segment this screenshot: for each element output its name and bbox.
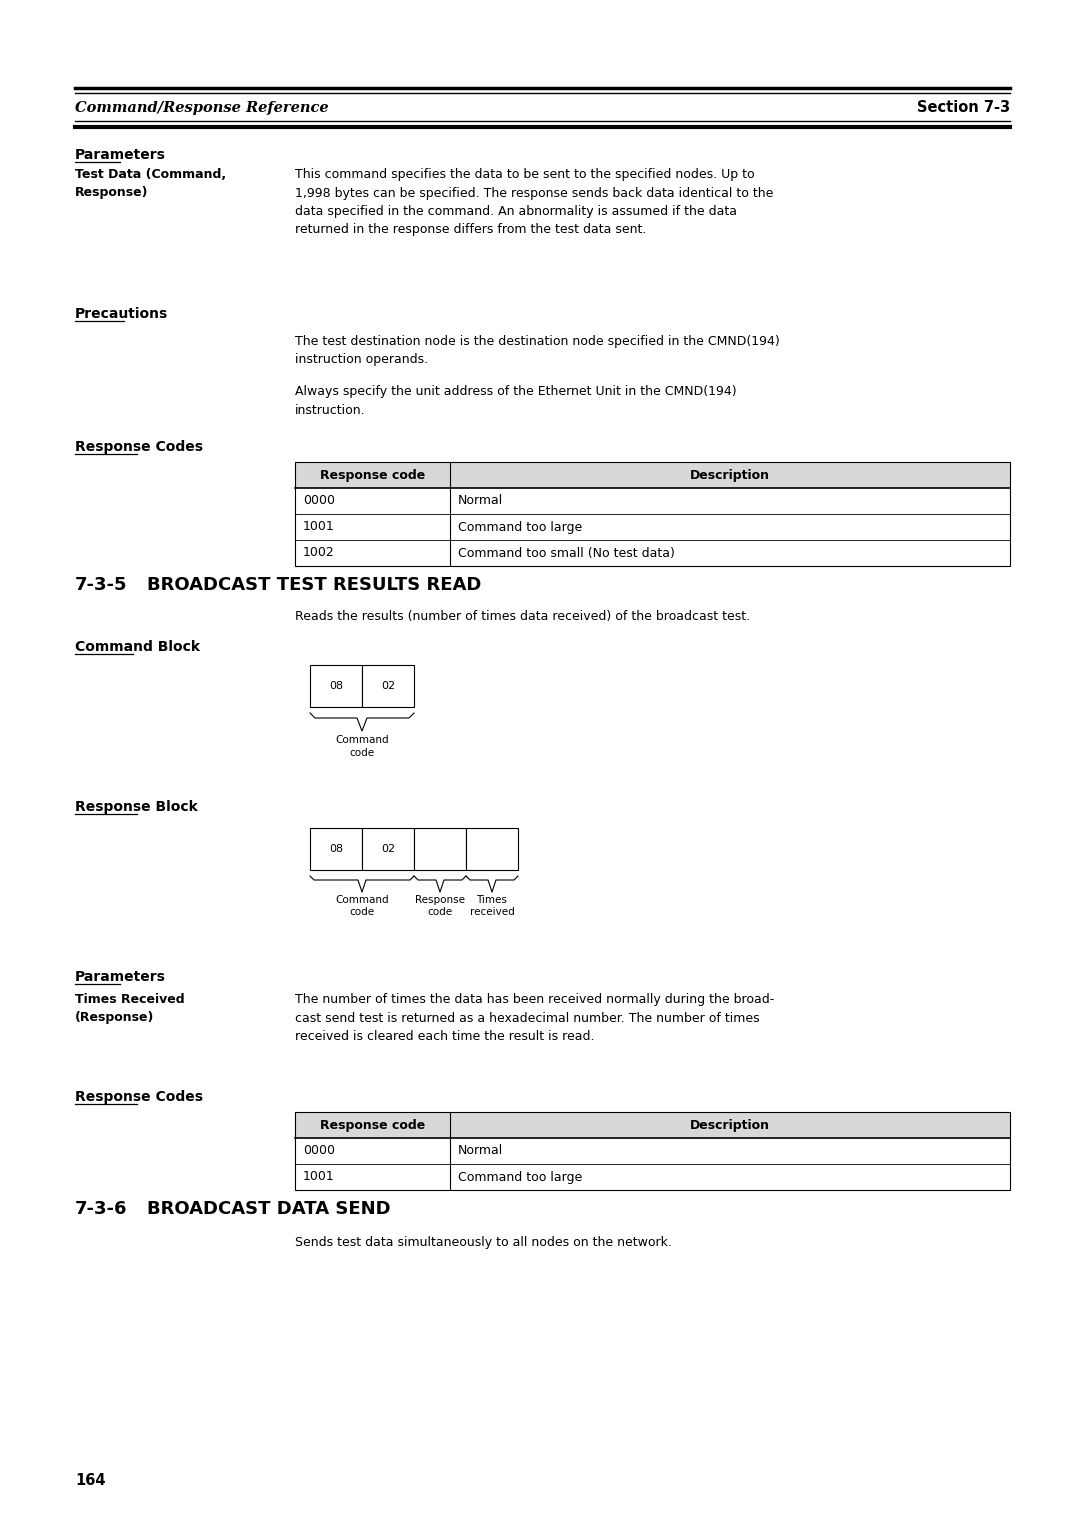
Text: Parameters: Parameters: [75, 148, 166, 162]
Text: Command/Response Reference: Command/Response Reference: [75, 101, 328, 115]
Text: This command specifies the data to be sent to the specified nodes. Up to
1,998 b: This command specifies the data to be se…: [295, 168, 773, 237]
Bar: [295, 1112, 1010, 1138]
Text: Sends test data simultaneously to all nodes on the network.: Sends test data simultaneously to all no…: [295, 1236, 672, 1248]
Text: Command
code: Command code: [335, 895, 389, 917]
Text: Precautions: Precautions: [75, 307, 168, 321]
Text: Response code: Response code: [320, 469, 426, 481]
Text: 0000: 0000: [303, 1144, 335, 1158]
Text: BROADCAST TEST RESULTS READ: BROADCAST TEST RESULTS READ: [147, 576, 482, 594]
Text: Times Received
(Response): Times Received (Response): [75, 993, 185, 1024]
Text: Command too small (No test data): Command too small (No test data): [458, 547, 675, 559]
Text: Response Block: Response Block: [75, 801, 198, 814]
Bar: [295, 1112, 1010, 1190]
Text: Response
code: Response code: [415, 895, 465, 917]
Bar: [310, 828, 362, 869]
Text: The number of times the data has been received normally during the broad-
cast s: The number of times the data has been re…: [295, 993, 774, 1044]
Text: 02: 02: [381, 843, 395, 854]
Text: Test Data (Command,
Response): Test Data (Command, Response): [75, 168, 226, 199]
Text: Description: Description: [690, 469, 770, 481]
Text: Always specify the unit address of the Ethernet Unit in the CMND(194)
instructio: Always specify the unit address of the E…: [295, 385, 737, 417]
Text: 1001: 1001: [303, 1170, 335, 1184]
Text: Command
code: Command code: [335, 735, 389, 758]
Text: The test destination node is the destination node specified in the CMND(194)
ins: The test destination node is the destina…: [295, 335, 780, 367]
Text: Command Block: Command Block: [75, 640, 200, 654]
Text: Parameters: Parameters: [75, 970, 166, 984]
Text: Normal: Normal: [458, 1144, 503, 1158]
Text: Reads the results (number of times data received) of the broadcast test.: Reads the results (number of times data …: [295, 610, 751, 623]
Text: Command too large: Command too large: [458, 1170, 582, 1184]
Text: BROADCAST DATA SEND: BROADCAST DATA SEND: [147, 1199, 391, 1218]
Text: 08: 08: [329, 843, 343, 854]
Text: 02: 02: [381, 681, 395, 691]
Text: Command too large: Command too large: [458, 521, 582, 533]
Text: 7-3-6: 7-3-6: [75, 1199, 127, 1218]
Text: 164: 164: [75, 1473, 106, 1488]
Text: 1002: 1002: [303, 547, 335, 559]
Text: Description: Description: [690, 1118, 770, 1132]
Bar: [362, 828, 414, 869]
Bar: [310, 665, 362, 707]
Text: 7-3-5: 7-3-5: [75, 576, 127, 594]
Bar: [414, 828, 465, 869]
Text: Response Codes: Response Codes: [75, 440, 203, 454]
Bar: [465, 828, 518, 869]
Bar: [362, 665, 414, 707]
Text: 1001: 1001: [303, 521, 335, 533]
Text: Response code: Response code: [320, 1118, 426, 1132]
Text: Times
received: Times received: [470, 895, 514, 917]
Text: 08: 08: [329, 681, 343, 691]
Bar: [295, 461, 1010, 565]
Text: Response Codes: Response Codes: [75, 1089, 203, 1105]
Bar: [295, 461, 1010, 487]
Text: Normal: Normal: [458, 495, 503, 507]
Text: 0000: 0000: [303, 495, 335, 507]
Text: Section 7-3: Section 7-3: [917, 101, 1010, 116]
